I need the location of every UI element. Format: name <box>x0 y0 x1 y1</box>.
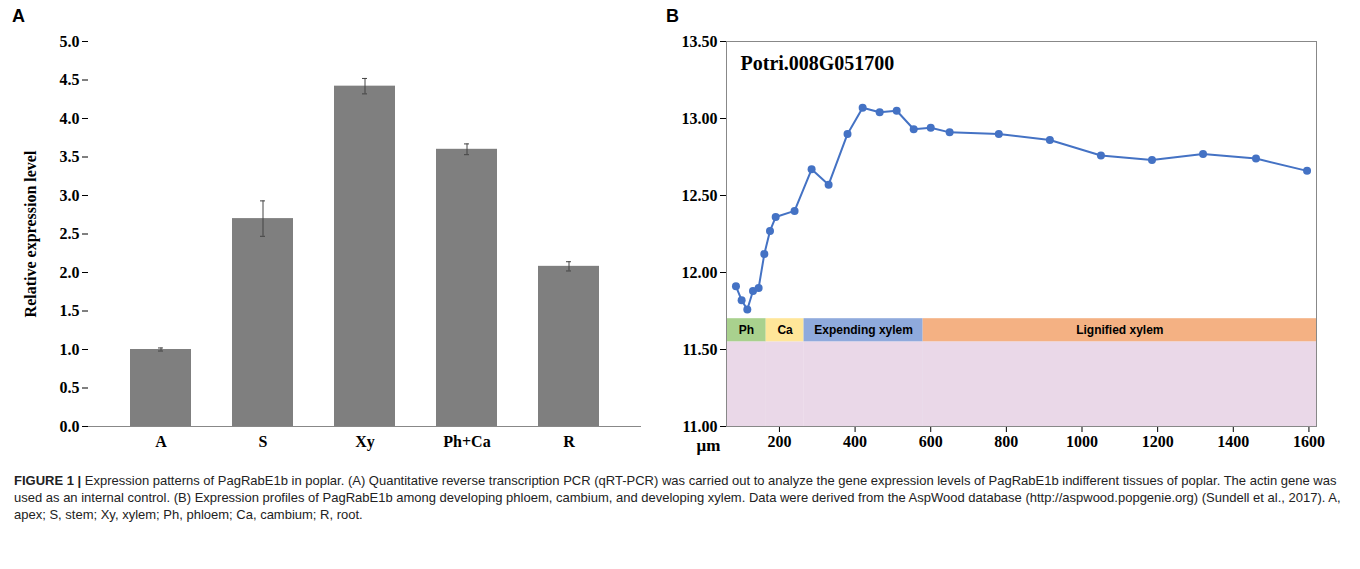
html-text:A: A <box>12 6 25 26</box>
html-text:FIGURE 1 | Expression patterns: FIGURE 1 | Expression patterns of PagRab… <box>14 473 1341 522</box>
svg-text:13.00: 13.00 <box>682 110 718 127</box>
svg-text:μm: μm <box>697 436 721 455</box>
svg-text:5.0: 5.0 <box>60 33 80 50</box>
svg-text:3.0: 3.0 <box>60 187 80 204</box>
svg-text:Relative expression level: Relative expression level <box>22 150 40 317</box>
svg-text:Ph: Ph <box>739 323 754 337</box>
svg-text:Expending xylem: Expending xylem <box>814 323 913 337</box>
svg-text:Potri.008G051700: Potri.008G051700 <box>741 52 895 74</box>
svg-text:Xy: Xy <box>355 433 375 451</box>
svg-text:12.00: 12.00 <box>682 264 718 281</box>
svg-text:3.5: 3.5 <box>60 148 80 165</box>
svg-text:0.5: 0.5 <box>60 379 80 396</box>
svg-text:1.0: 1.0 <box>60 341 80 358</box>
svg-text:1200: 1200 <box>1142 433 1174 450</box>
svg-text:Ph+Ca: Ph+Ca <box>443 433 490 450</box>
svg-text:4.0: 4.0 <box>60 110 80 127</box>
svg-text:1400: 1400 <box>1217 433 1249 450</box>
svg-text:11.50: 11.50 <box>682 341 717 358</box>
html-text:B: B <box>666 6 679 26</box>
svg-text:600: 600 <box>919 433 943 450</box>
svg-text:800: 800 <box>994 433 1018 450</box>
svg-text:1600: 1600 <box>1293 433 1325 450</box>
svg-text:Lignified xylem: Lignified xylem <box>1076 323 1163 337</box>
svg-text:R: R <box>563 433 575 450</box>
svg-text:A: A <box>155 433 167 450</box>
svg-text:400: 400 <box>843 433 867 450</box>
svg-text:1000: 1000 <box>1066 433 1098 450</box>
svg-text:S: S <box>259 433 268 450</box>
svg-text:4.5: 4.5 <box>60 71 80 88</box>
svg-text:13.50: 13.50 <box>682 33 718 50</box>
svg-text:2.5: 2.5 <box>60 225 80 242</box>
svg-text:1.5: 1.5 <box>60 302 80 319</box>
svg-text:11.00: 11.00 <box>682 418 717 435</box>
svg-text:0.0: 0.0 <box>60 418 80 435</box>
svg-text:12.50: 12.50 <box>682 187 718 204</box>
svg-text:200: 200 <box>767 433 791 450</box>
svg-text:2.0: 2.0 <box>60 264 80 281</box>
svg-text:Ca: Ca <box>777 323 793 337</box>
